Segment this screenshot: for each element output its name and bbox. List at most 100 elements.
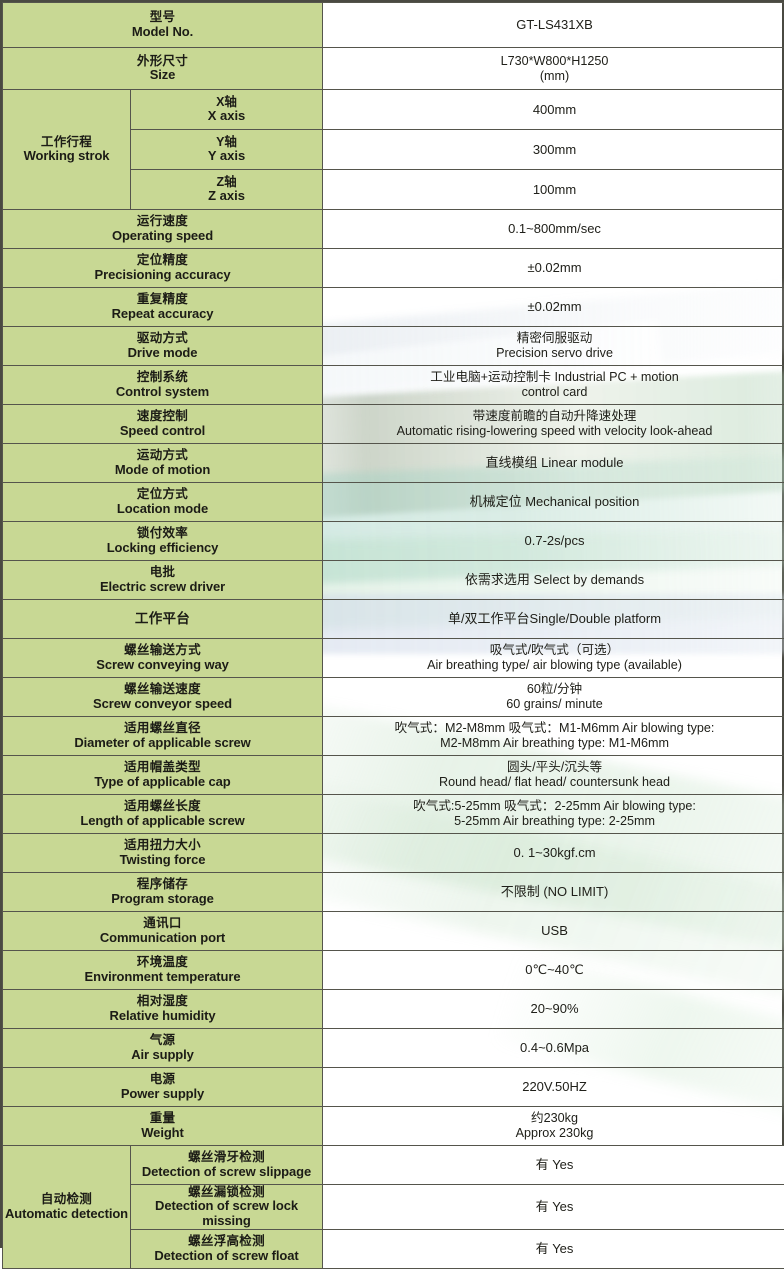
relative-humidity-label-en: Relative humidity: [3, 1009, 322, 1024]
row-value-electric-screw-driver: 依需求选用 Select by demands: [323, 561, 784, 600]
model-no-label-en: Model No.: [3, 25, 322, 40]
precisioning-accuracy-value-line-0: ±0.02mm: [323, 260, 784, 275]
screw-conveying-way-value-line-1: Air breathing type/ air blowing type (av…: [323, 658, 784, 673]
air-supply-label-en: Air supply: [3, 1048, 322, 1063]
repeat-accuracy-value-line-0: ±0.02mm: [323, 299, 784, 314]
length-of-applicable-screw-label-en: Length of applicable screw: [3, 814, 322, 829]
drive-mode-label-en: Drive mode: [3, 346, 322, 361]
y-axis-label-en: Y axis: [131, 149, 322, 164]
type-of-applicable-cap-value-line-1: Round head/ flat head/ countersunk head: [323, 775, 784, 790]
detection-screw-float-label-en: Detection of screw float: [131, 1249, 322, 1264]
row-value-relative-humidity: 20~90%: [323, 990, 784, 1029]
screw-conveying-way-value-line-0: 吸气式/吹气式（可选）: [323, 643, 784, 658]
work-platform-value-line-0: 单/双工作平台Single/Double platform: [323, 611, 784, 626]
detection-screw-lock-missing-label-cn: 螺丝漏锁检测: [131, 1185, 322, 1199]
mode-of-motion-label-en: Mode of motion: [3, 463, 322, 478]
diameter-of-applicable-screw-label-cn: 适用螺丝直径: [3, 721, 322, 735]
size-value-line-0: L730*W800*H1250: [323, 54, 784, 69]
detection-screw-float-value-line-0: 有 Yes: [323, 1241, 784, 1256]
power-supply-label-en: Power supply: [3, 1087, 322, 1102]
power-supply-value-line-0: 220V.50HZ: [323, 1079, 784, 1094]
drive-mode-value-line-0: 精密伺服驱动: [323, 331, 784, 346]
twisting-force-label-cn: 适用扭力大小: [3, 838, 322, 852]
row-value-y-axis: 300mm: [323, 130, 784, 170]
row-value-communication-port: USB: [323, 912, 784, 951]
row-value-size: L730*W800*H1250(mm): [323, 48, 784, 90]
control-system-label-cn: 控制系统: [3, 370, 322, 384]
size-value-line-1: (mm): [323, 69, 784, 84]
locking-efficiency-label-cn: 锁付效率: [3, 526, 322, 540]
z-axis-value-line-0: 100mm: [323, 182, 784, 197]
screw-conveying-way-label-en: Screw conveying way: [3, 658, 322, 673]
location-mode-value-line-0: 机械定位 Mechanical position: [323, 494, 784, 509]
operating-speed-label-en: Operating speed: [3, 229, 322, 244]
power-supply-label-cn: 电源: [3, 1072, 322, 1086]
weight-value-line-1: Approx 230kg: [323, 1126, 784, 1141]
precisioning-accuracy-label-cn: 定位精度: [3, 253, 322, 267]
row-value-detection-screw-float: 有 Yes: [323, 1229, 784, 1268]
working-strok-label-en: Working strok: [3, 149, 130, 164]
row-value-detection-screw-lock-missing: 有 Yes: [323, 1185, 784, 1230]
y-axis-label-cn: Y轴: [131, 135, 322, 149]
model-no-value-line-0: GT-LS431XB: [323, 17, 784, 32]
length-of-applicable-screw-value-line-1: 5-25mm Air breathing type: 2-25mm: [323, 814, 784, 829]
row-value-precisioning-accuracy: ±0.02mm: [323, 249, 784, 288]
program-storage-label-cn: 程序储存: [3, 877, 322, 891]
x-axis-value-line-0: 400mm: [323, 102, 784, 117]
weight-label-en: Weight: [3, 1126, 322, 1141]
control-system-label-en: Control system: [3, 385, 322, 400]
control-system-value-line-0: 工业电脑+运动控制卡 Industrial PC + motion: [323, 370, 784, 385]
diameter-of-applicable-screw-value-line-1: M2-M8mm Air breathing type: M1-M6mm: [323, 736, 784, 751]
drive-mode-value-line-1: Precision servo drive: [323, 346, 784, 361]
type-of-applicable-cap-label-cn: 适用帽盖类型: [3, 760, 322, 774]
row-value-model-no: GT-LS431XB: [323, 3, 784, 48]
electric-screw-driver-label-cn: 电批: [3, 565, 322, 579]
locking-efficiency-value-line-0: 0.7-2s/pcs: [323, 533, 784, 548]
program-storage-value-line-0: 不限制 (NO LIMIT): [323, 884, 784, 899]
operating-speed-label-cn: 运行速度: [3, 214, 322, 228]
diameter-of-applicable-screw-value-line-0: 吹气式：M2-M8mm 吸气式：M1-M6mm Air blowing type…: [323, 721, 784, 736]
location-mode-label-cn: 定位方式: [3, 487, 322, 501]
row-value-length-of-applicable-screw: 吹气式:5-25mm 吸气式：2-25mm Air blowing type:5…: [323, 795, 784, 834]
detection-screw-slippage-value-line-0: 有 Yes: [323, 1157, 784, 1172]
row-value-diameter-of-applicable-screw: 吹气式：M2-M8mm 吸气式：M1-M6mm Air blowing type…: [323, 717, 784, 756]
row-value-program-storage: 不限制 (NO LIMIT): [323, 873, 784, 912]
location-mode-label-en: Location mode: [3, 502, 322, 517]
working-strok-label-cn: 工作行程: [3, 135, 130, 149]
drive-mode-label-cn: 驱动方式: [3, 331, 322, 345]
row-value-operating-speed: 0.1~800mm/sec: [323, 210, 784, 249]
speed-control-label-en: Speed control: [3, 424, 322, 439]
